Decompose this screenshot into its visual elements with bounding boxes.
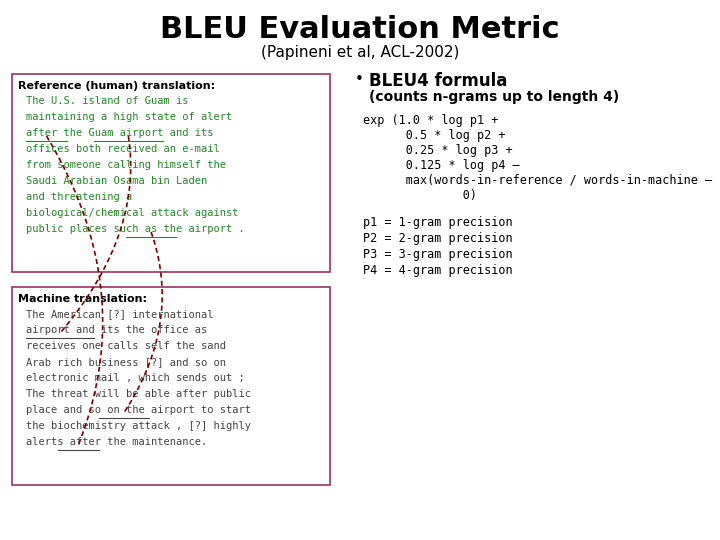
Text: The U.S. island of Guam is: The U.S. island of Guam is <box>26 96 189 106</box>
Text: Saudi Arabian Osama bin Laden: Saudi Arabian Osama bin Laden <box>26 176 207 186</box>
Text: and threatening a: and threatening a <box>26 192 132 202</box>
Text: offices both received an e-mail: offices both received an e-mail <box>26 144 220 154</box>
FancyBboxPatch shape <box>12 74 330 272</box>
FancyBboxPatch shape <box>12 287 330 485</box>
Text: (counts n-grams up to length 4): (counts n-grams up to length 4) <box>369 90 619 104</box>
Text: maintaining a high state of alert: maintaining a high state of alert <box>26 112 233 122</box>
Text: public places such as the airport .: public places such as the airport . <box>26 224 245 234</box>
Text: max(words-in-reference / words-in-machine – 1,: max(words-in-reference / words-in-machin… <box>363 174 720 187</box>
Text: 0.125 * log p4 –: 0.125 * log p4 – <box>363 159 520 172</box>
Text: P4 = 4-gram precision: P4 = 4-gram precision <box>363 264 513 277</box>
Text: the biochemistry attack , [?] highly: the biochemistry attack , [?] highly <box>26 421 251 431</box>
Text: from someone calling himself the: from someone calling himself the <box>26 160 226 170</box>
Text: Arab rich business [?] and so on: Arab rich business [?] and so on <box>26 357 226 367</box>
Text: P3 = 3-gram precision: P3 = 3-gram precision <box>363 248 513 261</box>
Text: biological/chemical attack against: biological/chemical attack against <box>26 208 238 218</box>
Text: 0.5 * log p2 +: 0.5 * log p2 + <box>363 129 505 142</box>
Text: receives one calls self the sand: receives one calls self the sand <box>26 341 226 351</box>
Text: after the Guam airport and its: after the Guam airport and its <box>26 128 214 138</box>
Text: (Papineni et al, ACL-2002): (Papineni et al, ACL-2002) <box>261 45 459 60</box>
Text: Machine translation:: Machine translation: <box>18 294 147 304</box>
Text: P2 = 2-gram precision: P2 = 2-gram precision <box>363 232 513 245</box>
Text: 0.25 * log p3 +: 0.25 * log p3 + <box>363 144 513 157</box>
Text: BLEU Evaluation Metric: BLEU Evaluation Metric <box>160 16 560 44</box>
Text: The threat will be able after public: The threat will be able after public <box>26 389 251 399</box>
Text: exp (1.0 * log p1 +: exp (1.0 * log p1 + <box>363 114 498 127</box>
Text: electronic mail , which sends out ;: electronic mail , which sends out ; <box>26 373 245 383</box>
Text: alerts after the maintenance.: alerts after the maintenance. <box>26 437 207 447</box>
Text: airport and its the office as: airport and its the office as <box>26 325 207 335</box>
Text: place and so on the airport to start: place and so on the airport to start <box>26 405 251 415</box>
Text: p1 = 1-gram precision: p1 = 1-gram precision <box>363 216 513 229</box>
Text: BLEU4 formula: BLEU4 formula <box>369 72 508 90</box>
Text: •: • <box>355 72 364 87</box>
Text: Reference (human) translation:: Reference (human) translation: <box>18 81 215 91</box>
Text: The American [?] international: The American [?] international <box>26 309 214 319</box>
Text: 0): 0) <box>363 189 477 202</box>
